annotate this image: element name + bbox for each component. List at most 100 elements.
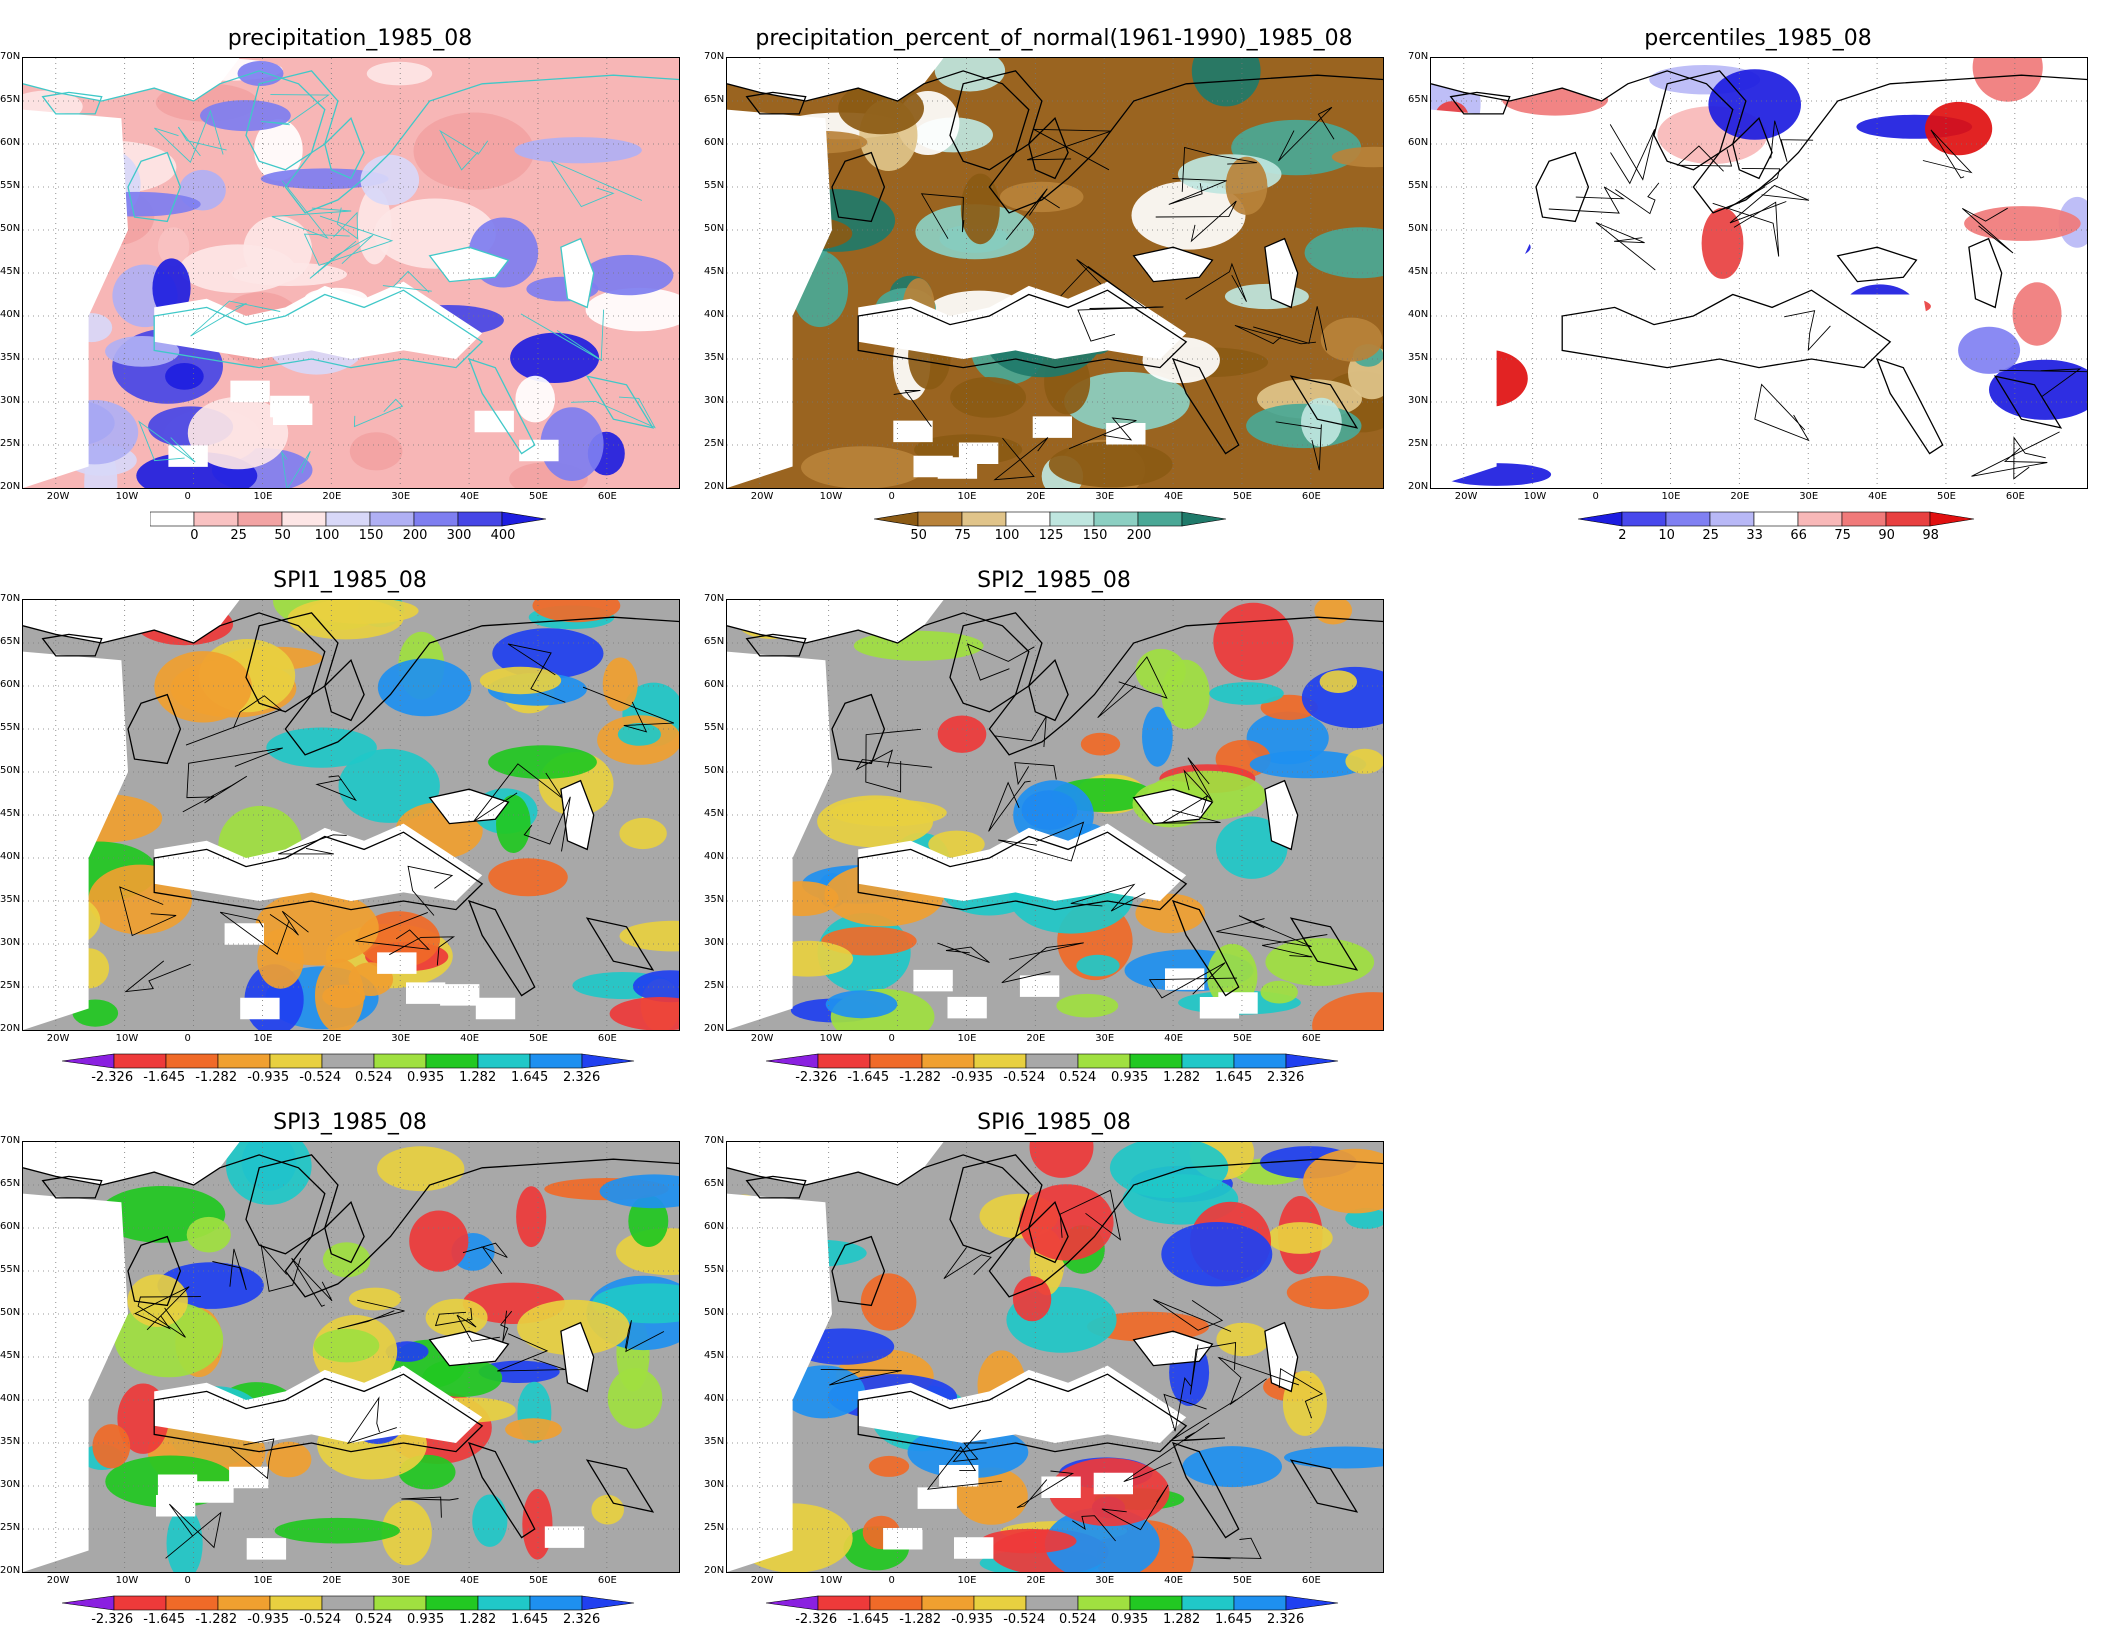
coastline bbox=[153, 289, 484, 369]
data-contour-blob bbox=[1161, 1222, 1273, 1287]
lon-tick-label: 0 bbox=[184, 491, 191, 502]
country-border bbox=[1059, 1189, 1122, 1241]
data-contour-blob bbox=[366, 61, 433, 86]
no-data-area bbox=[913, 969, 953, 992]
country-border bbox=[212, 1248, 247, 1291]
lon-tick-label: 10E bbox=[253, 1033, 273, 1044]
map-svg bbox=[727, 58, 1383, 488]
colorbar-label: -2.326 bbox=[795, 1070, 838, 1085]
lat-tick-label: 45N bbox=[704, 808, 725, 819]
country-border bbox=[1784, 310, 1831, 352]
lon-tick-label: 10E bbox=[957, 1575, 977, 1586]
lat-tick-label: 55N bbox=[704, 1264, 725, 1275]
lat-tick-label: 20N bbox=[704, 1023, 725, 1034]
country-border bbox=[346, 1396, 397, 1445]
lat-tick-label: 50N bbox=[1408, 223, 1429, 234]
coastline bbox=[560, 237, 595, 309]
data-contour-blob bbox=[1215, 816, 1288, 879]
no-data-area bbox=[23, 109, 128, 488]
data-contour-blob bbox=[607, 1368, 663, 1429]
lat-tick-label: 30N bbox=[0, 1479, 21, 1490]
data-contour-blob bbox=[514, 137, 642, 164]
country-border bbox=[1999, 368, 2087, 397]
colorbar-label: 1.282 bbox=[459, 1070, 497, 1085]
country-border bbox=[190, 300, 281, 337]
lat-tick-label: 20N bbox=[704, 1565, 725, 1576]
no-data-area bbox=[1968, 238, 2002, 308]
coastline bbox=[745, 633, 807, 657]
lat-tick-label: 25N bbox=[0, 980, 21, 991]
colorbar-swatch bbox=[165, 1595, 219, 1611]
country-border bbox=[1971, 431, 2060, 477]
country-border bbox=[1262, 934, 1328, 958]
lon-tick-label: 20W bbox=[750, 1575, 774, 1586]
no-data-area bbox=[240, 997, 280, 1020]
coastline bbox=[468, 1441, 536, 1539]
colorbar-swatch bbox=[61, 1053, 115, 1069]
country-border bbox=[186, 747, 283, 799]
colorbar-label: 10 bbox=[1658, 528, 1675, 543]
coastline bbox=[857, 1373, 1188, 1453]
lat-tick-label: 20N bbox=[0, 481, 21, 492]
country-border bbox=[1189, 1341, 1237, 1395]
coastline bbox=[745, 1175, 807, 1199]
data-contour-blob bbox=[632, 970, 679, 1003]
data-contour-blob bbox=[907, 1426, 1029, 1479]
no-data-area bbox=[1264, 238, 1298, 308]
no-data-area bbox=[1041, 1476, 1081, 1498]
map-frame bbox=[22, 599, 680, 1031]
no-data-area bbox=[23, 1142, 240, 1185]
colorbar-swatch bbox=[325, 511, 371, 527]
country-border bbox=[550, 159, 643, 208]
colorbar-swatch bbox=[269, 1595, 323, 1611]
data-contour-blob bbox=[1964, 206, 2081, 241]
coastline bbox=[324, 1201, 365, 1264]
country-border bbox=[507, 643, 566, 703]
coastline bbox=[1264, 1321, 1299, 1393]
no-data-area bbox=[406, 982, 446, 1004]
colorbar-label: -1.645 bbox=[847, 1070, 890, 1085]
no-data-area bbox=[947, 996, 987, 1019]
no-data-area bbox=[230, 380, 270, 403]
country-border bbox=[1615, 182, 1660, 215]
data-contour-blob bbox=[338, 748, 440, 823]
colorbar-swatch bbox=[269, 1053, 323, 1069]
colorbar-label: 125 bbox=[1038, 528, 1064, 543]
data-contour-blob bbox=[1209, 682, 1284, 705]
colorbar-label: -0.524 bbox=[299, 1070, 342, 1085]
coastline bbox=[324, 117, 365, 180]
coastline bbox=[127, 1235, 182, 1307]
colorbar-swatch bbox=[1621, 511, 1667, 527]
no-data-area bbox=[727, 1193, 832, 1572]
colorbar-label: 0.935 bbox=[407, 1070, 445, 1085]
data-contour-blob bbox=[1972, 58, 2043, 102]
lon-tick-label: 30E bbox=[391, 1575, 411, 1586]
no-data-area bbox=[893, 420, 933, 443]
coastline bbox=[1172, 1441, 1240, 1539]
colorbar-svg bbox=[1577, 511, 1975, 527]
country-border bbox=[952, 1429, 987, 1462]
lat-tick-label: 45N bbox=[1408, 266, 1429, 277]
coastline bbox=[468, 899, 536, 997]
map-frame bbox=[22, 1141, 680, 1573]
colorbar-label: -0.524 bbox=[1003, 1070, 1046, 1085]
country-border bbox=[1153, 1298, 1232, 1332]
colorbar bbox=[765, 1053, 1340, 1073]
colorbar-swatch bbox=[373, 1595, 427, 1611]
country-border bbox=[185, 695, 282, 746]
colorbar-swatch bbox=[869, 1595, 923, 1611]
colorbar-swatch bbox=[165, 1053, 219, 1069]
country-border bbox=[1005, 188, 1060, 240]
country-border bbox=[309, 234, 374, 279]
no-data-area bbox=[727, 109, 832, 488]
colorbar-label: 75 bbox=[954, 528, 971, 543]
lat-tick-label: 70N bbox=[704, 51, 725, 62]
lat-tick-label: 25N bbox=[1408, 438, 1429, 449]
lat-tick-label: 40N bbox=[0, 851, 21, 862]
lat-tick-label: 30N bbox=[704, 395, 725, 406]
data-contour-blob bbox=[591, 1494, 624, 1525]
map-svg bbox=[23, 1142, 679, 1572]
lon-tick-label: 0 bbox=[184, 1575, 191, 1586]
data-contour-blob bbox=[950, 377, 1026, 418]
lat-tick-label: 55N bbox=[0, 722, 21, 733]
